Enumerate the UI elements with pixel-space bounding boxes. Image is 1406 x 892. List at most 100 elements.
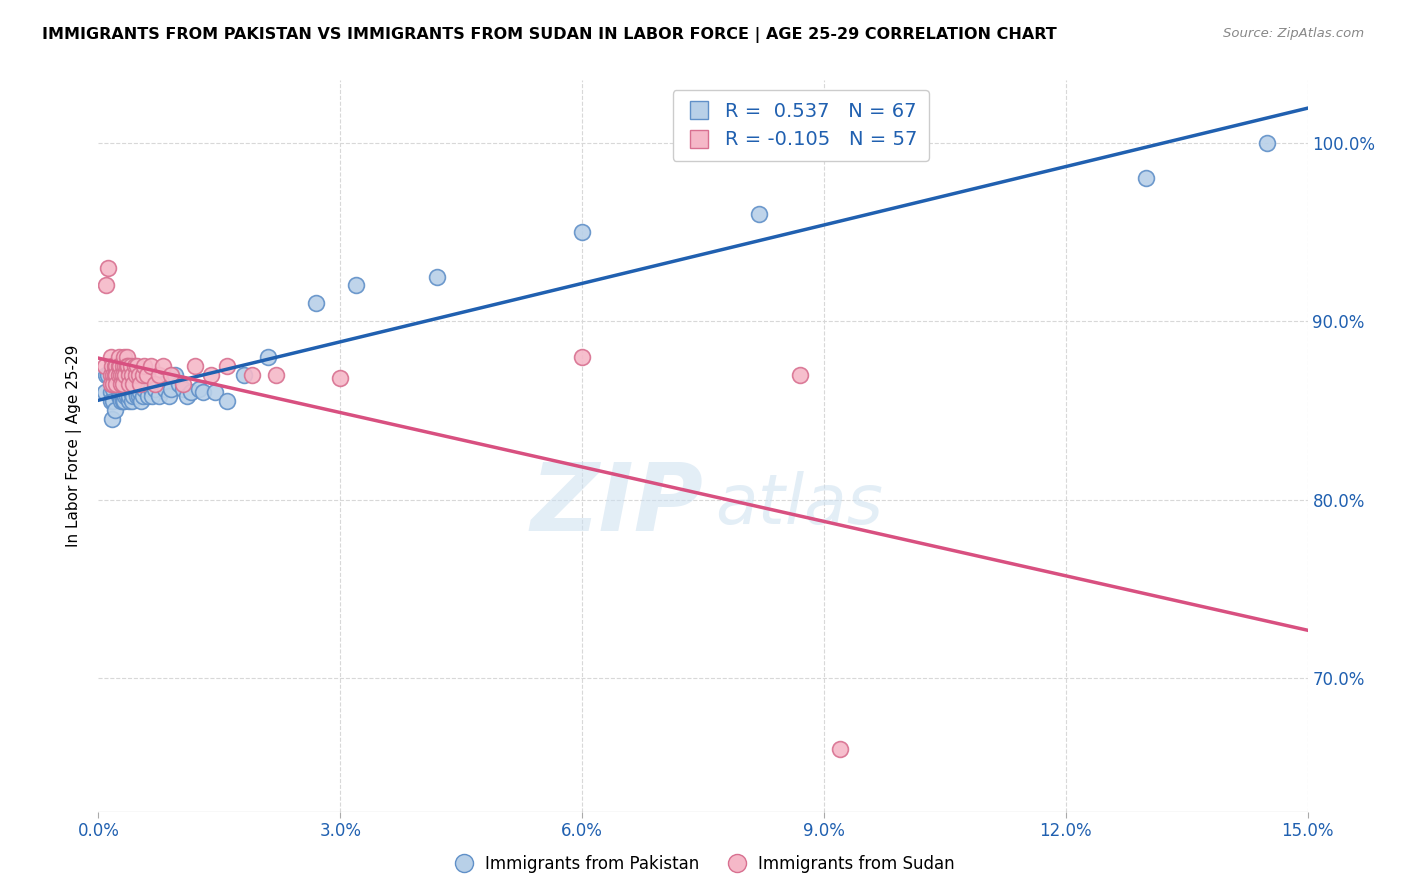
Legend: Immigrants from Pakistan, Immigrants from Sudan: Immigrants from Pakistan, Immigrants fro… (446, 848, 960, 880)
Point (103, 368, 125, 382)
Point (117, 385, 139, 400)
Text: ZIP: ZIP (530, 458, 703, 550)
Point (264, 368, 287, 382)
Point (118, 368, 141, 382)
Point (155, 382, 177, 396)
Point (107, 389, 129, 403)
Point (97, 368, 120, 382)
Point (160, 368, 183, 382)
Point (105, 376, 128, 391)
Point (114, 389, 136, 403)
Point (160, 382, 183, 396)
Point (96, 278, 118, 293)
Text: atlas: atlas (716, 471, 883, 538)
Point (129, 394, 152, 409)
Point (163, 368, 186, 382)
Point (105, 368, 128, 382)
Point (118, 389, 141, 403)
Point (110, 382, 132, 396)
Point (232, 368, 254, 382)
Point (122, 376, 145, 391)
Point (103, 403, 125, 417)
Point (571, 350, 593, 364)
Point (143, 376, 166, 391)
Point (172, 382, 194, 396)
Point (184, 359, 207, 373)
Point (111, 359, 134, 373)
Point (127, 359, 149, 373)
Point (127, 389, 149, 403)
Point (108, 359, 131, 373)
Point (135, 368, 157, 382)
Point (204, 385, 226, 400)
Point (96, 368, 118, 382)
Point (115, 359, 138, 373)
Point (571, 225, 593, 239)
Point (200, 368, 222, 382)
Point (108, 389, 131, 403)
Point (118, 376, 141, 391)
Point (1256, 136, 1278, 150)
Point (94, 385, 117, 400)
Point (167, 376, 190, 391)
Point (129, 385, 152, 400)
Point (97, 260, 120, 275)
Point (148, 368, 170, 382)
Point (110, 368, 132, 382)
Point (111, 394, 134, 409)
Point (101, 376, 124, 391)
Point (426, 269, 449, 284)
Point (112, 394, 135, 409)
Point (107, 368, 129, 382)
Point (157, 389, 180, 403)
Point (100, 368, 122, 382)
Point (100, 376, 122, 391)
Point (128, 389, 150, 403)
Point (132, 389, 155, 403)
Point (110, 376, 132, 391)
Point (120, 385, 142, 400)
Point (1135, 171, 1157, 186)
Point (112, 350, 135, 364)
Point (152, 376, 174, 391)
Point (120, 359, 142, 373)
Point (107, 350, 129, 364)
Point (176, 389, 198, 403)
Point (101, 394, 124, 409)
Point (125, 385, 148, 400)
Point (105, 368, 128, 382)
Point (110, 394, 132, 409)
Point (112, 385, 135, 400)
Point (117, 359, 139, 373)
Point (100, 350, 122, 364)
Point (305, 296, 328, 310)
Point (103, 359, 125, 373)
Point (748, 207, 770, 221)
Point (139, 382, 162, 396)
Point (129, 376, 152, 391)
Point (114, 359, 136, 373)
Point (172, 376, 194, 391)
Point (105, 359, 128, 373)
Point (118, 394, 141, 409)
Point (138, 389, 160, 403)
Point (240, 368, 263, 382)
Point (101, 382, 124, 396)
Point (115, 350, 138, 364)
Point (111, 376, 134, 391)
Point (101, 412, 124, 426)
Point (100, 394, 122, 409)
Point (107, 359, 129, 373)
Point (101, 368, 124, 382)
Point (111, 389, 134, 403)
Point (114, 368, 136, 382)
Point (121, 368, 143, 382)
Point (139, 359, 162, 373)
Point (100, 385, 122, 400)
Point (115, 389, 138, 403)
Point (217, 394, 239, 409)
Point (180, 385, 202, 400)
Point (152, 359, 174, 373)
Point (94, 359, 117, 373)
Point (217, 359, 239, 373)
